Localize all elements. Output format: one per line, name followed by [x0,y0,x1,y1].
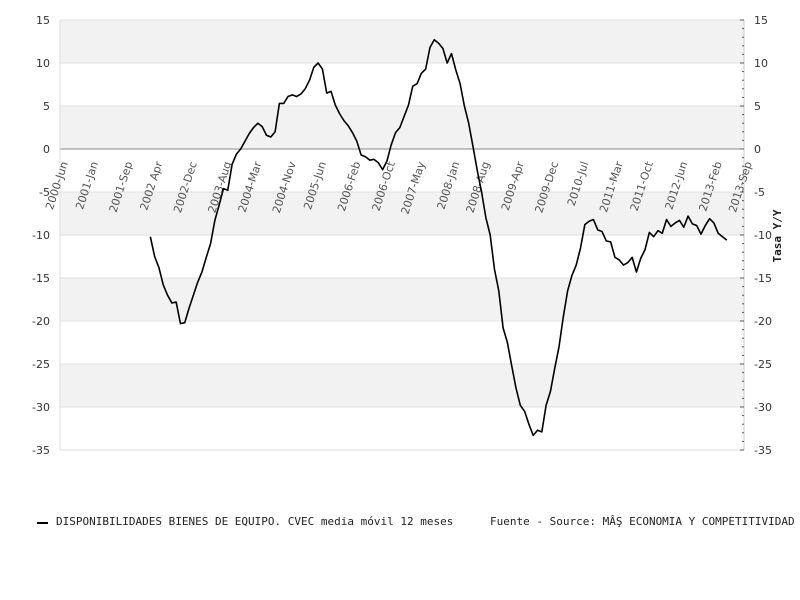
band [60,63,744,106]
y-tick-label-left: -20 [32,315,50,328]
y-tick-label-right: -10 [754,229,772,242]
legend: DISPONIBILIDADES BIENES DE EQUIPO. CVEC … [37,515,795,528]
y-tick-label-left: 10 [36,57,50,70]
band [60,278,744,321]
y-tick-label-left: -30 [32,401,50,414]
y-tick-label-left: 15 [36,14,50,27]
band [60,106,744,149]
background-bands [60,20,744,450]
y-tick-label-right: -15 [754,272,772,285]
y-axis-left: 15 10 5 0 -5 -10 -15 -20 -25 -30 -35 [32,14,50,457]
band [60,364,744,407]
y-axis-right: 15 10 5 0 -5 -10 -15 -20 -25 -30 -35 [740,14,772,457]
band [60,149,744,192]
y-tick-label-right: 10 [754,57,768,70]
y-tick-label-right: -30 [754,401,772,414]
y-tick-label-right: 0 [754,143,761,156]
band [60,321,744,364]
y-tick-label-right: -35 [754,444,772,457]
y-tick-label-left: 5 [43,100,50,113]
y-tick-label-left: 0 [43,143,50,156]
band [60,235,744,278]
y-tick-label-right: -5 [754,186,765,199]
y-tick-label-left: -25 [32,358,50,371]
band [60,192,744,235]
y-tick-label-left: -15 [32,272,50,285]
y-tick-label-right: 15 [754,14,768,27]
series-group [149,38,728,437]
y-tick-label-right: -25 [754,358,772,371]
series-line [149,38,728,437]
legend-source-label: Fuente - Source: MÂŞ ECONOMIA Y COMPETIT… [490,515,795,528]
y-tick-label-right: 5 [754,100,761,113]
legend-series-label: DISPONIBILIDADES BIENES DE EQUIPO. CVEC … [56,515,453,528]
y-tick-label-left: -10 [32,229,50,242]
y-tick-label-right: -20 [754,315,772,328]
y-tick-label-left: -5 [39,186,50,199]
y-tick-label-left: -35 [32,444,50,457]
band [60,20,744,63]
band [60,407,744,450]
y-axis-right-title: Tasa Y/Y [771,209,784,262]
